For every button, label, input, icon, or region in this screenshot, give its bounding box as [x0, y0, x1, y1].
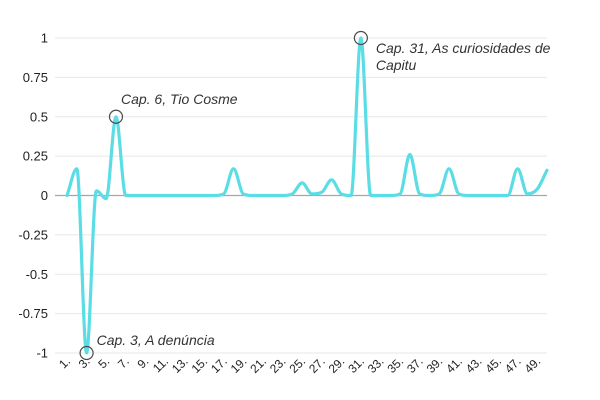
x-axis-tick-label: 11.	[150, 354, 171, 375]
x-axis-tick-label: 39.	[424, 354, 446, 376]
x-axis-tick-label: 15.	[189, 354, 211, 376]
x-axis-tick-label: 37.	[404, 354, 426, 376]
x-axis-tick-label: 49.	[522, 354, 544, 376]
x-axis-tick-label: 19.	[228, 354, 250, 376]
x-axis-tick-label: 5.	[95, 354, 112, 371]
x-axis-tick-label: 33.	[365, 354, 387, 376]
x-axis-tick-label: 29.	[326, 354, 348, 376]
x-axis-tick-label: 13.	[169, 354, 191, 376]
y-axis-tick-label: 0.5	[30, 109, 48, 124]
y-axis-tick-label: -1	[36, 346, 48, 361]
y-axis-tick-label: 0	[41, 188, 48, 203]
x-axis-tick-label: 41.	[443, 354, 465, 376]
x-axis-tick-label: 3.	[76, 354, 93, 371]
x-axis-tick-label: 17.	[208, 354, 230, 376]
annotation-circle	[108, 109, 124, 124]
y-axis-tick-label: 0.25	[23, 149, 48, 164]
x-axis-tick-label: 9.	[135, 354, 152, 371]
series-line	[65, 36, 549, 355]
x-axis-tick-label: 7.	[115, 354, 132, 371]
x-axis-tick-label: 35.	[384, 354, 406, 376]
y-axis-tick-label: -0.25	[18, 227, 48, 242]
y-axis-tick-label: 0.75	[23, 70, 48, 85]
y-axis-tick-label: -0.75	[18, 306, 48, 321]
annotation-circle	[79, 345, 94, 361]
x-axis-tick-label: 23.	[267, 354, 289, 376]
x-axis-tick-label: 1.	[56, 354, 73, 371]
x-axis-tick-label: 31.	[345, 354, 367, 376]
x-axis-tick-label: 27.	[306, 354, 328, 376]
annotation-circle	[353, 30, 368, 46]
x-axis-tick-label: 43.	[463, 354, 485, 376]
y-axis-tick-label: 1	[41, 31, 48, 46]
x-axis-tick-label: 47.	[502, 354, 524, 376]
y-axis-tick-label: -0.5	[26, 267, 48, 282]
x-axis-tick-label: 25.	[287, 354, 309, 376]
x-axis-tick-label: 21.	[247, 354, 269, 376]
x-axis-tick-label: 45.	[482, 354, 504, 376]
